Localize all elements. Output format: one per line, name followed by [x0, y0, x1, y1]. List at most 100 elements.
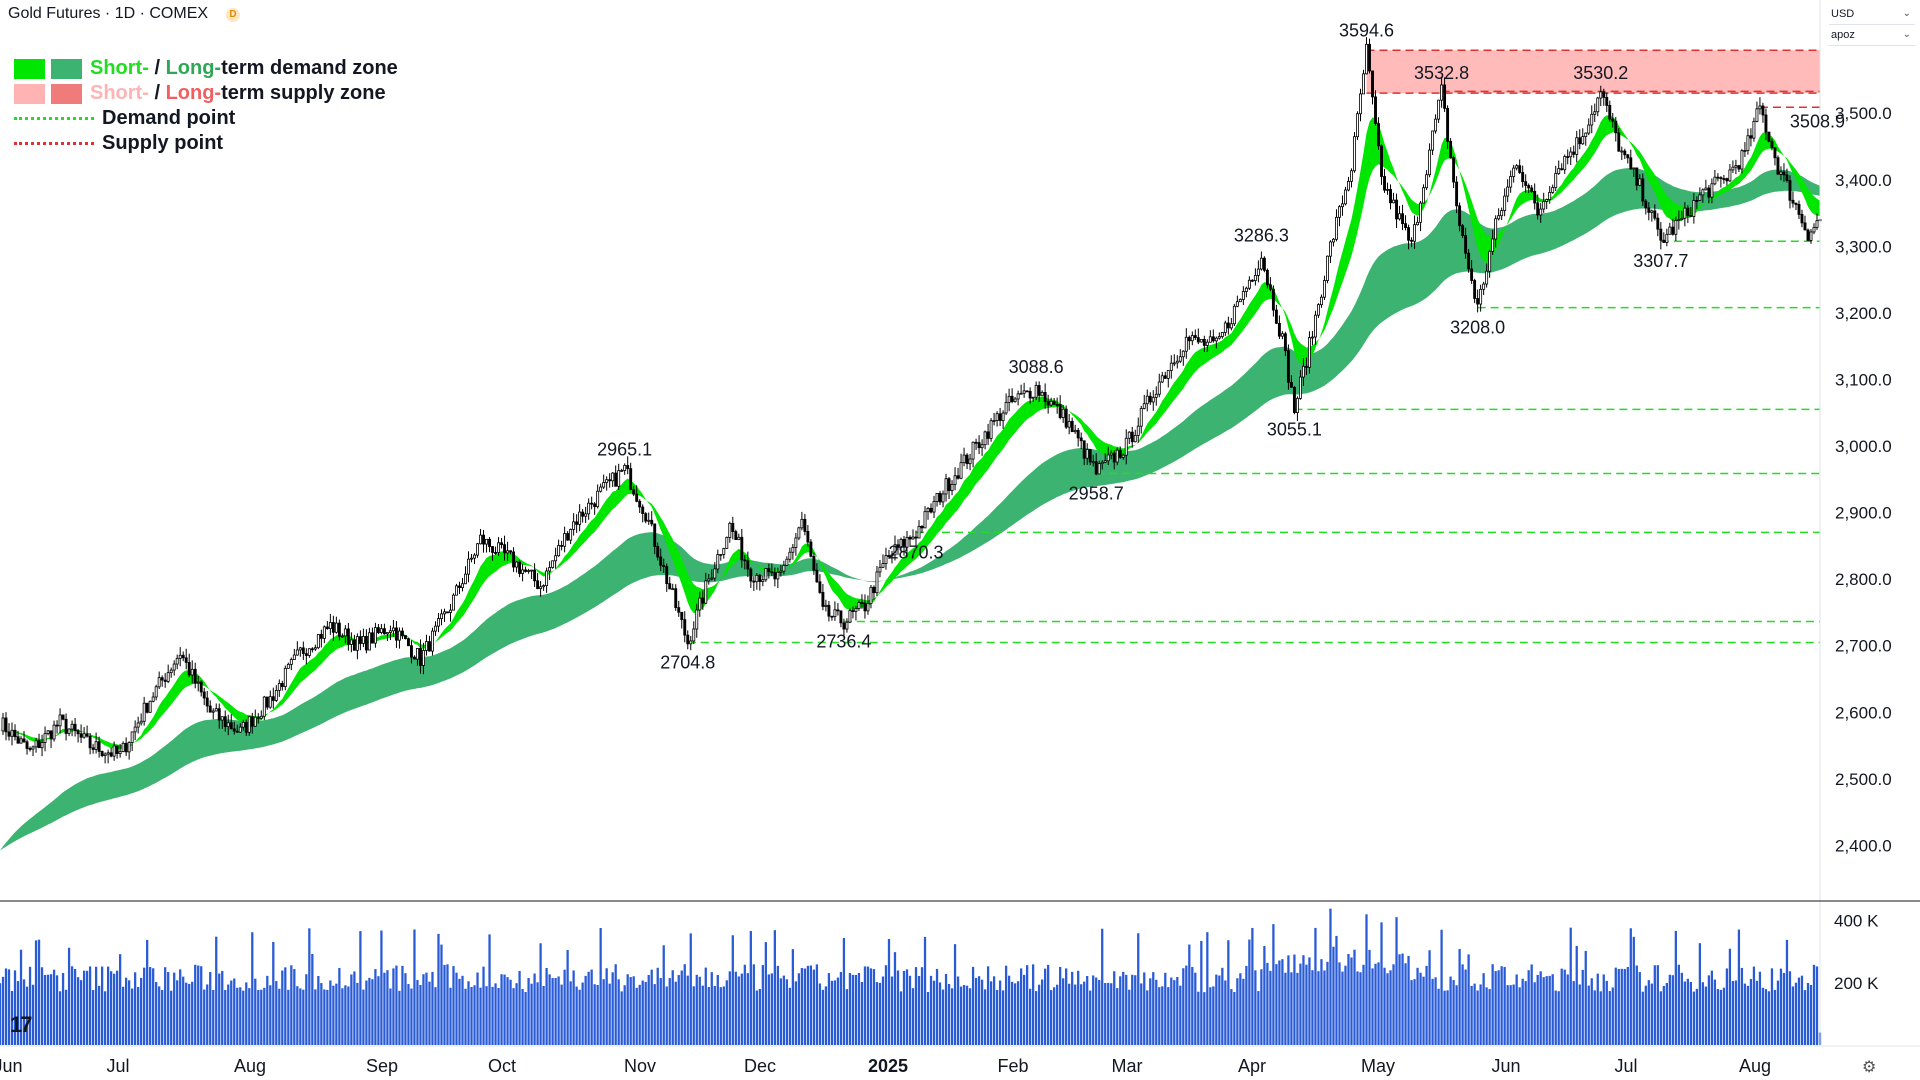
candle-body — [1124, 437, 1128, 456]
volume-bar — [776, 965, 779, 1045]
volume-bar — [512, 988, 515, 1045]
candle-body — [419, 648, 422, 666]
volume-bar — [146, 939, 149, 1045]
volume-bar — [503, 974, 506, 1045]
volume-bar — [923, 936, 927, 1045]
volume-bar — [1116, 988, 1119, 1045]
chevron-down-icon[interactable]: ⌄ — [1902, 8, 1911, 19]
volume-bar — [575, 986, 578, 1045]
candle-body — [947, 478, 951, 492]
volume-bar — [1242, 978, 1245, 1045]
volume-bar — [275, 981, 278, 1045]
candle-body — [1806, 229, 1810, 241]
candle-body — [1764, 114, 1768, 133]
y-axis-tick-label: 2,400.0 — [1835, 836, 1892, 855]
volume-bar — [668, 978, 671, 1045]
volume-bar — [1746, 985, 1750, 1045]
candle-body — [91, 747, 95, 750]
candle-body — [121, 742, 125, 752]
chevron-down-icon[interactable]: ⌄ — [1902, 29, 1911, 40]
candle-body — [1689, 215, 1693, 217]
volume-bar — [1308, 957, 1311, 1045]
candle-body — [878, 566, 882, 573]
candle-body — [97, 741, 101, 752]
candle-body — [1728, 169, 1732, 182]
candle-body — [268, 696, 272, 708]
currency-selector[interactable]: USD ⌄ apoz ⌄ — [1829, 4, 1915, 46]
volume-bar — [1776, 980, 1780, 1045]
volume-bar — [1782, 972, 1786, 1045]
candle-body — [1250, 279, 1254, 282]
volume-bar — [701, 985, 704, 1045]
candle-body — [500, 542, 504, 546]
candle-body — [872, 586, 876, 594]
volume-bar — [314, 989, 317, 1045]
volume-bar — [1479, 984, 1482, 1045]
volume-bar — [52, 969, 56, 1045]
volume-bar — [818, 983, 822, 1045]
volume-bar — [1491, 964, 1494, 1045]
candle-body — [1, 717, 5, 732]
volume-bar — [1434, 977, 1437, 1045]
volume-bar — [197, 965, 200, 1045]
candle-body — [635, 493, 639, 502]
volume-bar — [329, 980, 332, 1045]
volume-bar — [308, 928, 311, 1045]
volume-bar — [845, 989, 849, 1045]
candle-body — [515, 561, 519, 568]
candle-body — [512, 551, 516, 568]
candle-body — [346, 628, 350, 645]
volume-bar — [112, 973, 116, 1045]
candle-body — [611, 472, 615, 482]
candle-body — [983, 431, 987, 446]
volume-bar — [1407, 955, 1410, 1045]
candle-body — [1602, 91, 1606, 98]
candle-body — [1476, 298, 1480, 305]
data-status-badge[interactable]: D — [226, 8, 241, 22]
candle-body — [1695, 200, 1699, 202]
candle-body — [1115, 449, 1119, 463]
volume-bar — [395, 965, 398, 1045]
currency-value[interactable]: USD ⌄ — [1829, 4, 1915, 25]
volume-bar — [1572, 981, 1575, 1045]
volume-bar — [662, 945, 665, 1045]
volume-bar — [623, 985, 626, 1045]
candle-body — [1575, 137, 1579, 155]
volume-bar — [34, 940, 38, 1045]
volume-bar — [1428, 950, 1431, 1045]
settings-gear-icon[interactable]: ⚙ — [1862, 1059, 1877, 1076]
volume-bar — [1281, 959, 1284, 1045]
candle-body — [1503, 195, 1507, 211]
unit-value[interactable]: apoz ⌄ — [1829, 25, 1915, 46]
volume-bar — [49, 974, 53, 1045]
candle-body — [695, 609, 699, 630]
volume-bar — [638, 984, 641, 1045]
candle-body — [82, 733, 86, 738]
volume-bar — [1395, 917, 1398, 1045]
candle-body — [1076, 429, 1080, 439]
volume-bar — [548, 974, 551, 1045]
volume-bar — [890, 976, 894, 1045]
candle-body — [833, 609, 837, 618]
candle-body — [1620, 150, 1624, 153]
candle-body — [1599, 91, 1603, 99]
volume-bar — [1089, 990, 1092, 1045]
volume-bar — [1338, 962, 1341, 1045]
tradingview-logo-icon[interactable]: 17 — [10, 1012, 33, 1037]
candle-body — [1425, 174, 1429, 189]
volume-bar — [88, 966, 92, 1045]
candle-body — [274, 689, 278, 701]
candle-body — [953, 475, 957, 485]
candle-body — [1211, 336, 1215, 342]
volume-bar — [419, 984, 422, 1045]
candle-body — [298, 647, 302, 651]
candle-body — [1428, 149, 1432, 176]
volume-bar — [1104, 983, 1107, 1045]
volume-bar — [977, 976, 981, 1045]
volume-bar — [1764, 989, 1768, 1045]
candle-body — [1007, 395, 1011, 403]
candle-body — [1181, 350, 1185, 358]
volume-bar — [968, 988, 972, 1045]
volume-bar — [1146, 990, 1149, 1045]
